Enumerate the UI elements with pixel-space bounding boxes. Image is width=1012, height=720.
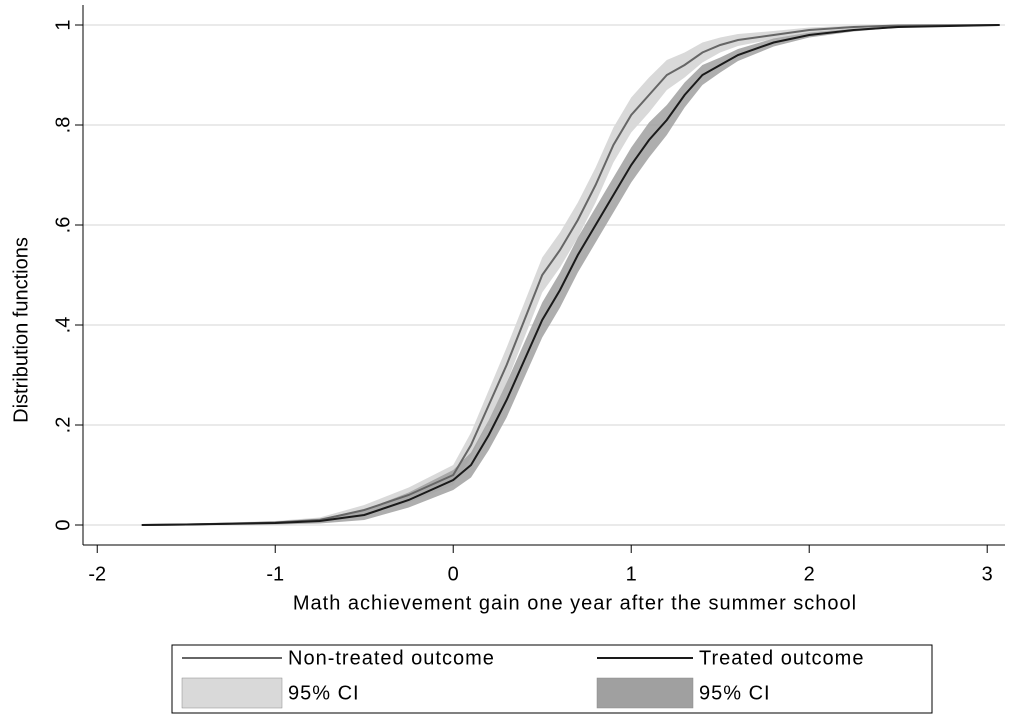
y-tick-label: .8 xyxy=(52,117,74,134)
legend-label: 95% CI xyxy=(699,682,771,704)
legend-label: Treated outcome xyxy=(699,647,864,669)
y-tick-label: 0 xyxy=(52,519,74,530)
y-tick-label: 1 xyxy=(52,19,74,30)
legend-label: Non-treated outcome xyxy=(288,647,495,669)
x-tick-label: 2 xyxy=(804,563,815,585)
legend-label: 95% CI xyxy=(288,682,360,704)
y-tick-label: .2 xyxy=(52,417,74,434)
x-tick-label: 3 xyxy=(982,563,993,585)
cdf-line xyxy=(141,24,1000,526)
x-tick-label: 1 xyxy=(626,563,637,585)
legend-swatch xyxy=(596,677,694,709)
ci-band xyxy=(141,25,1000,525)
y-axis-title: Distribution functions xyxy=(10,237,32,423)
x-axis-title: Math achievement gain one year after the… xyxy=(293,592,857,614)
x-tick-label: -1 xyxy=(266,563,284,585)
x-tick-label: -2 xyxy=(88,563,106,585)
y-tick-label: .6 xyxy=(52,217,74,234)
x-tick-label: 0 xyxy=(448,563,459,585)
cdf-line xyxy=(141,24,1000,526)
y-tick-label: .4 xyxy=(52,317,74,334)
legend-swatch xyxy=(181,677,283,709)
legend-box xyxy=(171,644,933,714)
